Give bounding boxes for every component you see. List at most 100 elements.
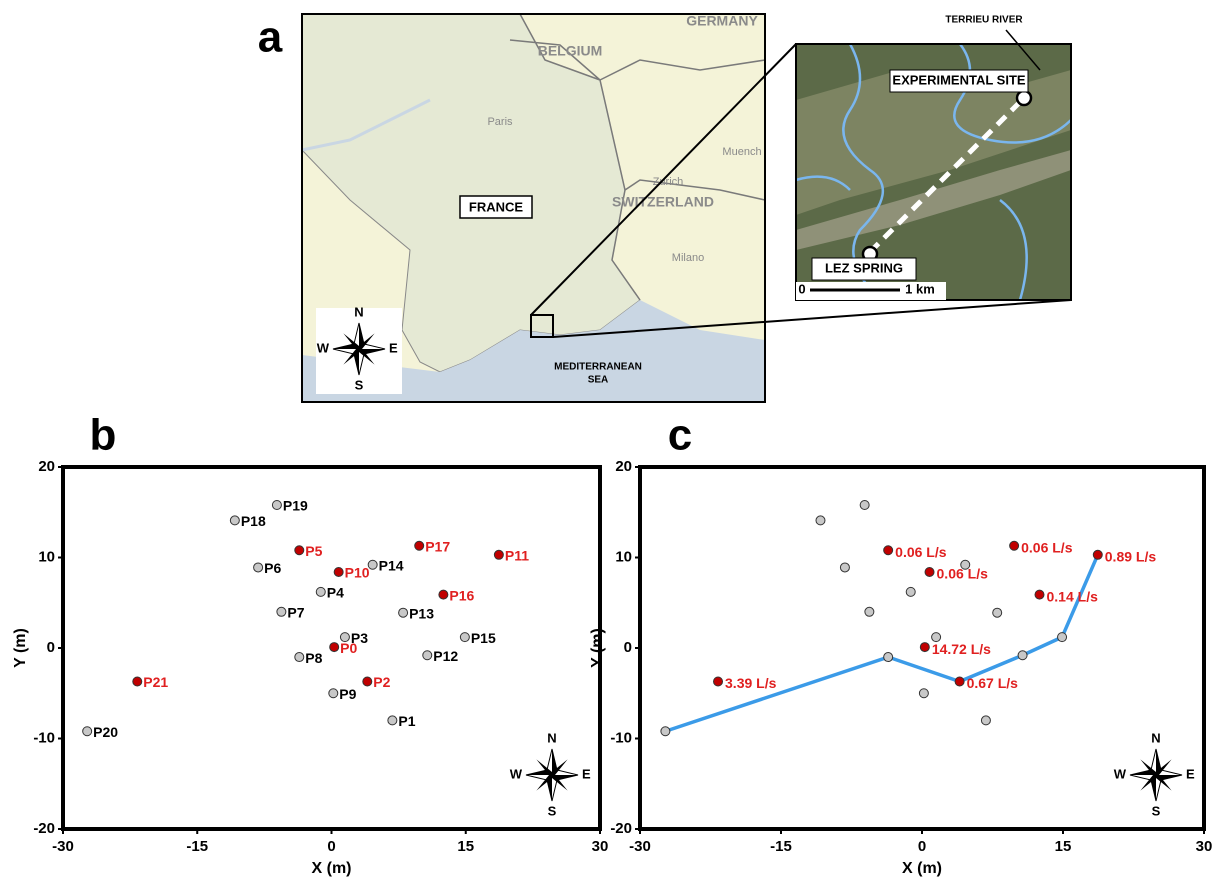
well-label: P3 xyxy=(351,630,368,646)
country-box xyxy=(459,195,533,219)
well-label: P12 xyxy=(433,648,458,664)
well-point xyxy=(271,500,282,511)
well-point xyxy=(367,559,378,570)
river-label: TERRIEU RIVER xyxy=(945,15,1023,26)
well-label: P15 xyxy=(471,630,496,646)
well-point xyxy=(422,650,433,661)
site-label: EXPERIMENTAL SITE xyxy=(892,72,1025,87)
well-label: P6 xyxy=(264,560,281,576)
compass-letter: W xyxy=(317,340,330,355)
well-point xyxy=(362,676,373,687)
well-point xyxy=(398,607,409,618)
compass-letter: W xyxy=(1114,766,1127,781)
inset: EXPERIMENTAL SITE LEZ SPRING 0 1 km xyxy=(795,43,1072,301)
y-tick-label: -20 xyxy=(33,820,55,837)
well-point xyxy=(493,549,504,560)
transect xyxy=(868,96,1026,254)
x-tick-label: -15 xyxy=(186,838,208,855)
compass-letter: S xyxy=(355,377,364,392)
well-point xyxy=(883,545,894,556)
well-point xyxy=(713,676,724,687)
well-point xyxy=(815,515,826,526)
scale-label: 1 km xyxy=(905,281,935,296)
compass-letter: N xyxy=(1151,730,1160,745)
x-tick-label: 30 xyxy=(1196,838,1213,855)
map: GERMANY BELGIUM Paris Muench Zurich SWIT… xyxy=(301,13,766,403)
well-point xyxy=(459,632,470,643)
x-tick-label: 0 xyxy=(918,838,926,855)
well-point xyxy=(82,726,93,737)
well-label: P2 xyxy=(373,674,390,690)
x-tick-label: -15 xyxy=(770,838,792,855)
x-tick-label: 15 xyxy=(1055,838,1072,855)
coast xyxy=(301,98,431,152)
well-point xyxy=(132,676,143,687)
map-frame xyxy=(301,13,766,403)
y-tick-label: 0 xyxy=(47,639,55,656)
well-point xyxy=(954,676,965,687)
y-tick-label: 10 xyxy=(38,548,55,565)
place-label: Milano xyxy=(672,252,704,264)
well-label: P1 xyxy=(398,713,415,729)
well-point xyxy=(924,566,935,577)
x-tick-label: 0 xyxy=(327,838,335,855)
fields xyxy=(796,70,1071,215)
sea-label: MEDITERRANEAN xyxy=(554,362,642,373)
x-tick-label: 15 xyxy=(457,838,474,855)
well-label: P0 xyxy=(340,640,357,656)
spring-label: LEZ SPRING xyxy=(825,260,903,275)
well-label: P14 xyxy=(379,557,404,573)
well-point xyxy=(931,632,942,643)
well-label: P13 xyxy=(409,605,434,621)
well-point xyxy=(387,715,398,726)
well-point xyxy=(1009,540,1020,551)
well-point xyxy=(294,545,305,556)
flow-label: 0.06 L/s xyxy=(937,566,989,582)
well-point xyxy=(1034,589,1045,600)
well-point xyxy=(333,566,344,577)
x-tick-label: -30 xyxy=(629,838,651,855)
compass-star xyxy=(1140,759,1172,791)
well-point xyxy=(253,562,264,573)
y-axis-label: Y (m) xyxy=(12,628,29,668)
flow-label: 14.72 L/s xyxy=(932,641,991,657)
well-label: P19 xyxy=(283,498,308,514)
well-label: P17 xyxy=(425,538,450,554)
place-label: GERMANY xyxy=(686,13,758,29)
well-point xyxy=(918,688,929,699)
well-point xyxy=(329,642,340,653)
place-label: Muench xyxy=(722,146,761,158)
compass-letter: W xyxy=(510,766,523,781)
compass-star xyxy=(343,333,375,365)
well-point xyxy=(339,632,350,643)
y-tick-label: 20 xyxy=(615,458,632,475)
well-point xyxy=(328,688,339,699)
flow-label: 0.06 L/s xyxy=(1021,539,1073,555)
compass-star xyxy=(333,323,385,375)
compass-letter: S xyxy=(548,803,557,818)
y-tick-label: 20 xyxy=(38,458,55,475)
well-point xyxy=(438,589,449,600)
compass-star xyxy=(526,749,578,801)
place-label: Paris xyxy=(487,116,513,128)
country-label: FRANCE xyxy=(469,199,523,214)
well-point xyxy=(859,500,870,511)
flow-label: 0.14 L/s xyxy=(1047,588,1099,604)
borders xyxy=(509,13,766,301)
well-point xyxy=(294,652,305,663)
well-label: P10 xyxy=(345,565,370,581)
panel-label: b xyxy=(90,411,117,460)
zoom-line xyxy=(552,299,1072,338)
well-point xyxy=(992,607,1003,618)
well-point xyxy=(1057,632,1068,643)
scale-label: 0 xyxy=(798,281,805,296)
well-point xyxy=(905,586,916,597)
well-label: P11 xyxy=(505,547,529,563)
well-point xyxy=(960,559,971,570)
well-point xyxy=(980,715,991,726)
compass-letter: S xyxy=(1152,803,1161,818)
well-point xyxy=(229,515,240,526)
x-tick-label: 30 xyxy=(592,838,609,855)
flow-label: 0.89 L/s xyxy=(1105,548,1157,564)
